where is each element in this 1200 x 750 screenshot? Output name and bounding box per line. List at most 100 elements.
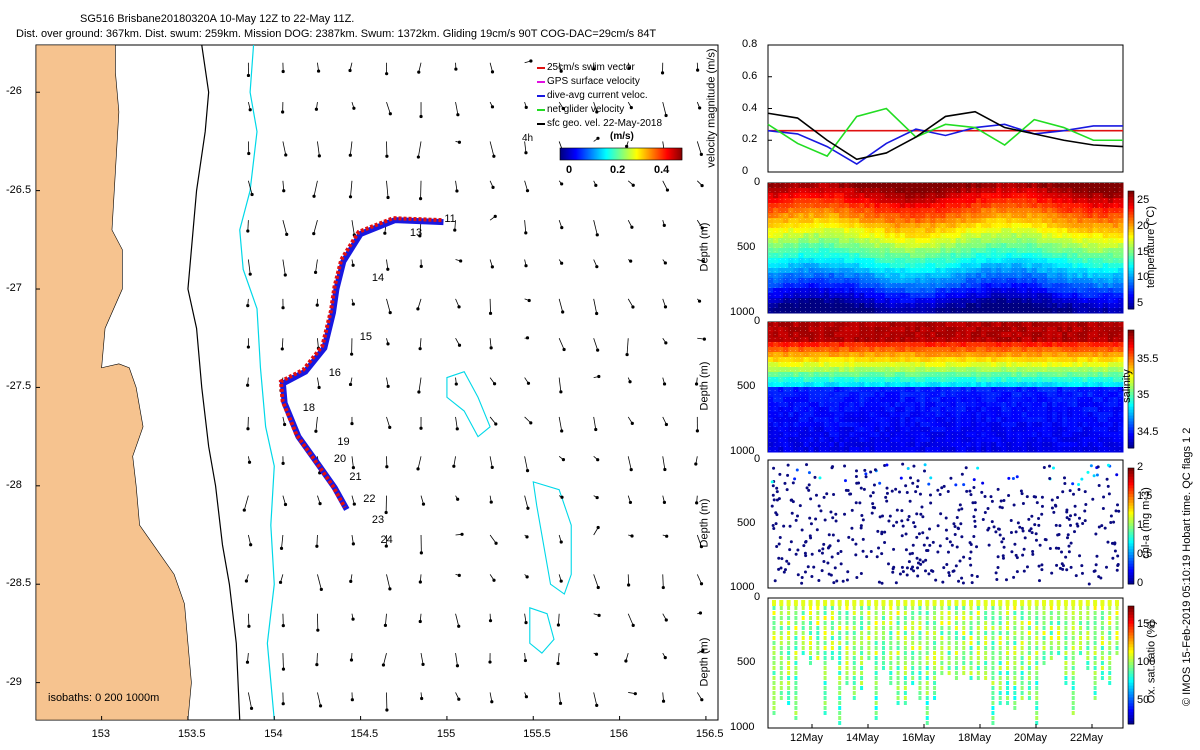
salinity-cell (808, 447, 815, 453)
chl-point (1065, 568, 1069, 572)
salinity-cell (1092, 432, 1099, 438)
salinity-cell (970, 437, 977, 443)
salinity-cell (1031, 367, 1038, 373)
temperature-cell (1016, 298, 1023, 304)
salinity-cell (986, 392, 992, 398)
temperature-cell (793, 238, 799, 244)
temperature-cell (849, 268, 855, 274)
salinity-cell (991, 447, 997, 453)
chl-point (983, 511, 987, 515)
temperature-cell (783, 308, 789, 314)
temperature-cell (1062, 218, 1068, 224)
temperature-cell (869, 278, 875, 284)
chl-point (788, 548, 792, 552)
chl-point (1115, 568, 1119, 572)
temperature-cell (991, 208, 997, 214)
salinity-cell (849, 322, 855, 328)
temperature-cell (798, 238, 804, 244)
chl-point (817, 549, 821, 553)
chl-point (905, 491, 909, 495)
map-colorbar-cell (644, 148, 646, 160)
salinity-cell (1102, 412, 1109, 418)
salinity-cell (1067, 437, 1073, 443)
salinity-cell (1052, 342, 1058, 348)
salinity-cell (1011, 392, 1017, 398)
current-vector (315, 259, 318, 273)
salinity-cell (854, 437, 860, 443)
temperature-cell (1021, 218, 1028, 224)
salinity-cell (869, 407, 875, 413)
temperature-cell (798, 183, 804, 189)
chl-point (786, 473, 790, 477)
chl-point (822, 560, 826, 564)
salinity-cell (935, 347, 941, 353)
temperature-cell (768, 268, 774, 274)
temperature-cell (773, 288, 779, 294)
temperature-cell (950, 228, 957, 234)
temperature-cell (833, 218, 840, 224)
salinity-cell (1087, 332, 1094, 338)
chl-point (807, 471, 811, 475)
map-ytick-label: -26.5 (6, 183, 32, 196)
current-vector (593, 298, 598, 314)
salinity-cell (813, 432, 820, 438)
temperature-cell (935, 228, 941, 234)
temperature-cell (920, 233, 926, 239)
temperature-cell (1006, 308, 1012, 314)
temperature-cell (1057, 233, 1063, 239)
salinity-cell (889, 442, 896, 448)
salinity-cell (915, 357, 921, 363)
salinity-cell (991, 337, 997, 343)
salinity-cell (823, 417, 830, 423)
temperature-cell (899, 193, 906, 199)
map-xtick-label: 154.5 (350, 728, 379, 740)
temperature-cell (1011, 248, 1017, 254)
salinity-cell (1046, 407, 1053, 413)
salinity-cell (1117, 362, 1124, 368)
salinity-cell (894, 367, 901, 373)
temperature-cell (1112, 203, 1119, 209)
salinity-cell (773, 322, 779, 328)
salinity-cell (935, 357, 941, 363)
salinity-cell (833, 342, 840, 348)
salinity-cell (808, 352, 815, 358)
map-colorbar-cell (590, 148, 592, 160)
salinity-cell (839, 342, 845, 348)
salinity-cell (910, 357, 916, 363)
salinity-cell (849, 332, 855, 338)
salinity-cell (1092, 447, 1099, 453)
salinity-cell (778, 432, 784, 438)
map-colorbar-cell (679, 148, 681, 160)
temperature-cell (950, 288, 957, 294)
salinity-cell (1112, 417, 1119, 423)
current-vector (455, 613, 460, 627)
temperature-cell (975, 208, 982, 214)
temperature-cell (935, 288, 941, 294)
salinity-cell (1082, 342, 1088, 348)
current-vector-head (384, 544, 388, 548)
temperature-cell (945, 218, 952, 224)
chl-point (1031, 552, 1035, 556)
chl-point (869, 550, 873, 554)
chl-point (1021, 553, 1025, 557)
temperature-cell (864, 293, 870, 299)
current-vector-head (418, 619, 422, 624)
salinity-cell (889, 417, 896, 423)
salinity-cell (1097, 387, 1104, 393)
temperature-cell (828, 203, 835, 209)
temperature-cell (1046, 258, 1053, 264)
salinity-cell (1107, 327, 1114, 333)
temperature-cell (839, 298, 845, 304)
salinity-cell (1107, 417, 1114, 423)
temperature-cell (1006, 298, 1012, 304)
salinity-cell (1057, 417, 1063, 423)
salinity-cell (869, 412, 875, 418)
temperature-cell (884, 298, 891, 304)
temperature-cell (1097, 278, 1104, 284)
temperature-cell (899, 238, 906, 244)
map-colorbar-cell (566, 148, 568, 160)
salinity-cell (874, 367, 881, 373)
temperature-cell (1092, 263, 1099, 269)
salinity-cell (1072, 447, 1078, 453)
current-vector-head (700, 183, 704, 188)
